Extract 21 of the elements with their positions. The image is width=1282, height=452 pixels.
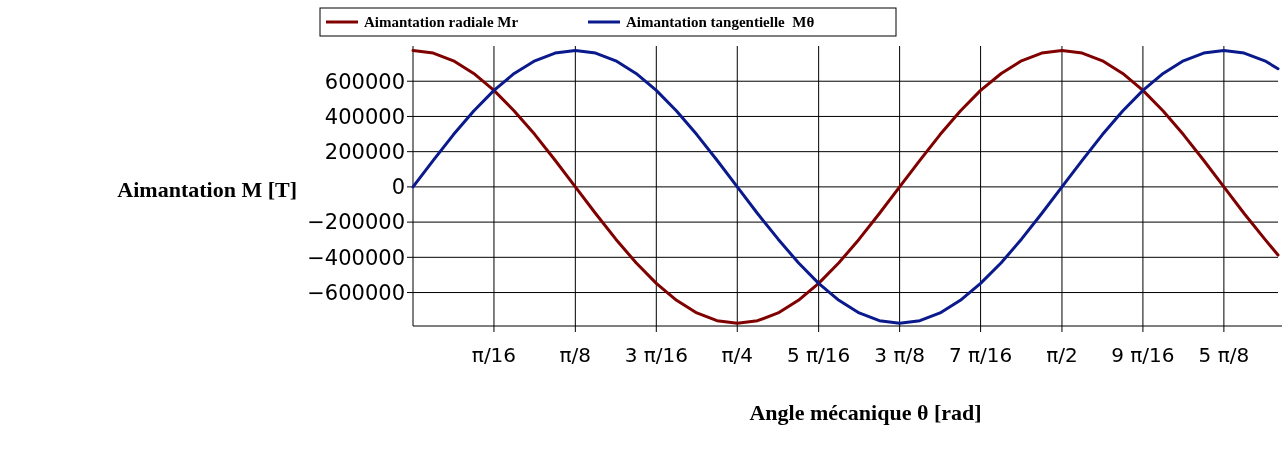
x-tick-label: 7 π/16 bbox=[948, 343, 1013, 367]
y-tick-label: 600000 bbox=[324, 69, 405, 94]
y-tick-label: 0 bbox=[391, 175, 405, 200]
y-tick-label: −200000 bbox=[307, 210, 405, 235]
x-tick-label: 9 π/16 bbox=[1111, 343, 1175, 367]
x-tick-label: 5 π/16 bbox=[786, 343, 851, 367]
x-tick-label: 5 π/8 bbox=[1198, 343, 1250, 367]
x-axis-title: Angle mécanique θ [rad] bbox=[749, 400, 982, 425]
y-tick-label: 400000 bbox=[324, 104, 405, 129]
legend-label: Aimantation tangentielle Mθ bbox=[626, 14, 815, 31]
y-axis-title: Aimantation M [T] bbox=[117, 176, 297, 202]
y-tick-label: 200000 bbox=[324, 140, 405, 165]
y-tick-label: −400000 bbox=[307, 245, 405, 270]
x-tick-label: π/2 bbox=[1046, 343, 1078, 367]
legend-label: Aimantation radiale Mr bbox=[364, 14, 519, 31]
x-tick-label: π/16 bbox=[471, 343, 517, 367]
x-tick-label: 3 π/8 bbox=[874, 343, 925, 367]
x-tick-label: 3 π/16 bbox=[624, 343, 688, 367]
y-tick-label: −600000 bbox=[307, 280, 405, 305]
x-tick-label: π/8 bbox=[559, 343, 592, 367]
x-tick-label: π/4 bbox=[721, 343, 754, 367]
